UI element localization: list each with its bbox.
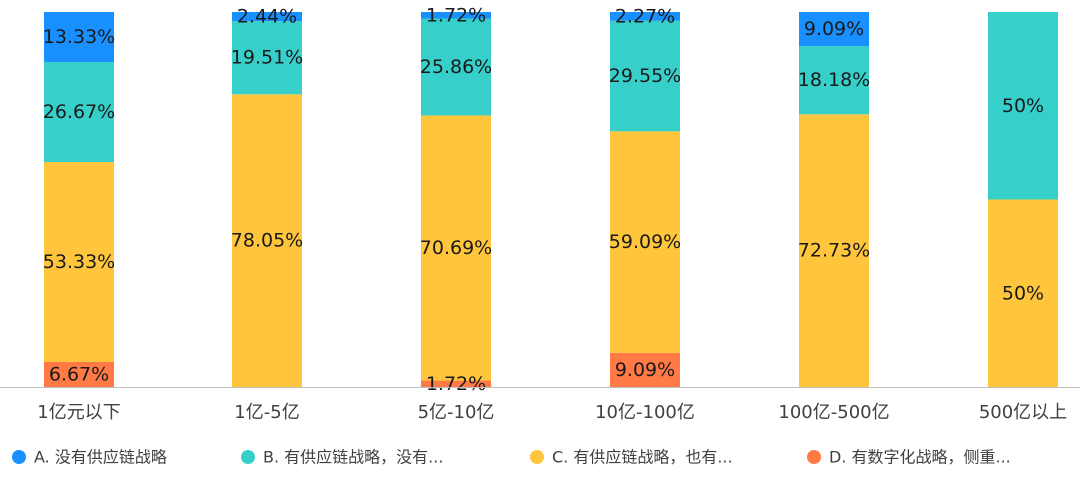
- bar-segment[interactable]: [610, 20, 680, 132]
- legend-marker: [12, 450, 26, 464]
- bar-segment[interactable]: [44, 12, 114, 62]
- data-label: 78.05%: [231, 230, 303, 252]
- data-label: 1.72%: [426, 373, 486, 395]
- data-label: 2.27%: [615, 5, 675, 27]
- x-tick-label: 1亿元以下: [37, 402, 120, 423]
- bar-segment[interactable]: [421, 12, 491, 19]
- data-label: 29.55%: [609, 65, 681, 87]
- data-label: 9.09%: [804, 18, 864, 40]
- bar-segment[interactable]: [232, 94, 302, 387]
- data-label: 2.44%: [237, 6, 297, 28]
- legend-marker: [241, 450, 255, 464]
- data-label: 26.67%: [43, 101, 115, 123]
- data-label: 18.18%: [798, 69, 870, 91]
- bar-segment[interactable]: [421, 115, 491, 381]
- legend-label: C. 有供应链战略，也有...: [552, 448, 733, 467]
- x-tick-labels: 1亿元以下 1亿-5亿 5亿-10亿 10亿-100亿 100亿-500亿 500亿以上: [37, 402, 1067, 423]
- bar-segment[interactable]: [799, 114, 869, 387]
- data-label: 72.73%: [798, 240, 870, 262]
- bar-segment[interactable]: [610, 131, 680, 353]
- bar-segment[interactable]: [232, 21, 302, 95]
- legend-item[interactable]: B. 有供应链战略，没有...: [241, 448, 443, 467]
- bar-segment[interactable]: [988, 199, 1058, 388]
- x-tick-label: 5亿-10亿: [418, 402, 495, 423]
- data-label: 9.09%: [615, 359, 675, 381]
- x-tick-label: 500亿以上: [979, 402, 1067, 423]
- x-tick-label: 10亿-100亿: [595, 402, 695, 423]
- bar-segment[interactable]: [799, 46, 869, 115]
- data-label: 50%: [1002, 282, 1044, 304]
- legend-item[interactable]: A. 没有供应链战略: [12, 448, 167, 467]
- legend-label: A. 没有供应链战略: [34, 448, 167, 467]
- data-label: 13.33%: [43, 26, 115, 48]
- data-labels-layer: 6.67% 53.33% 26.67% 13.33% 78.05% 19.51% 2.44%…: [43, 4, 1044, 395]
- bar-segment[interactable]: [799, 12, 869, 47]
- bar-segment[interactable]: [610, 12, 680, 21]
- bar-segment[interactable]: [44, 162, 114, 362]
- data-label: 70.69%: [420, 237, 492, 259]
- x-tick-label: 100亿-500亿: [778, 402, 889, 423]
- legend-label: D. 有数字化战略，侧重...: [829, 448, 1011, 467]
- data-label: 1.72%: [426, 4, 486, 26]
- legend-marker: [530, 450, 544, 464]
- legend-label: B. 有供应链战略，没有...: [263, 448, 443, 467]
- bar-segment[interactable]: [610, 352, 680, 387]
- legend-marker: [807, 450, 821, 464]
- bars-layer: [44, 12, 1058, 387]
- data-label: 25.86%: [420, 56, 492, 78]
- legend-item[interactable]: D. 有数字化战略，侧重...: [807, 448, 1011, 467]
- bar-segment[interactable]: [232, 12, 302, 22]
- data-label: 53.33%: [43, 251, 115, 273]
- data-label: 6.67%: [49, 363, 109, 385]
- data-label: 59.09%: [609, 231, 681, 253]
- legend[interactable]: A. 没有供应链战略 B. 有供应链战略，没有... C. 有供应链战略，也有...…: [12, 448, 1011, 467]
- bar-segment[interactable]: [421, 380, 491, 387]
- bar-segment[interactable]: [44, 361, 114, 387]
- data-label: 19.51%: [231, 47, 303, 69]
- x-tick-label: 1亿-5亿: [234, 402, 299, 423]
- data-label: 50%: [1002, 95, 1044, 117]
- bar-segment[interactable]: [421, 18, 491, 116]
- bar-segment[interactable]: [44, 61, 114, 162]
- bar-segment[interactable]: [988, 12, 1058, 200]
- legend-item[interactable]: C. 有供应链战略，也有...: [530, 448, 733, 467]
